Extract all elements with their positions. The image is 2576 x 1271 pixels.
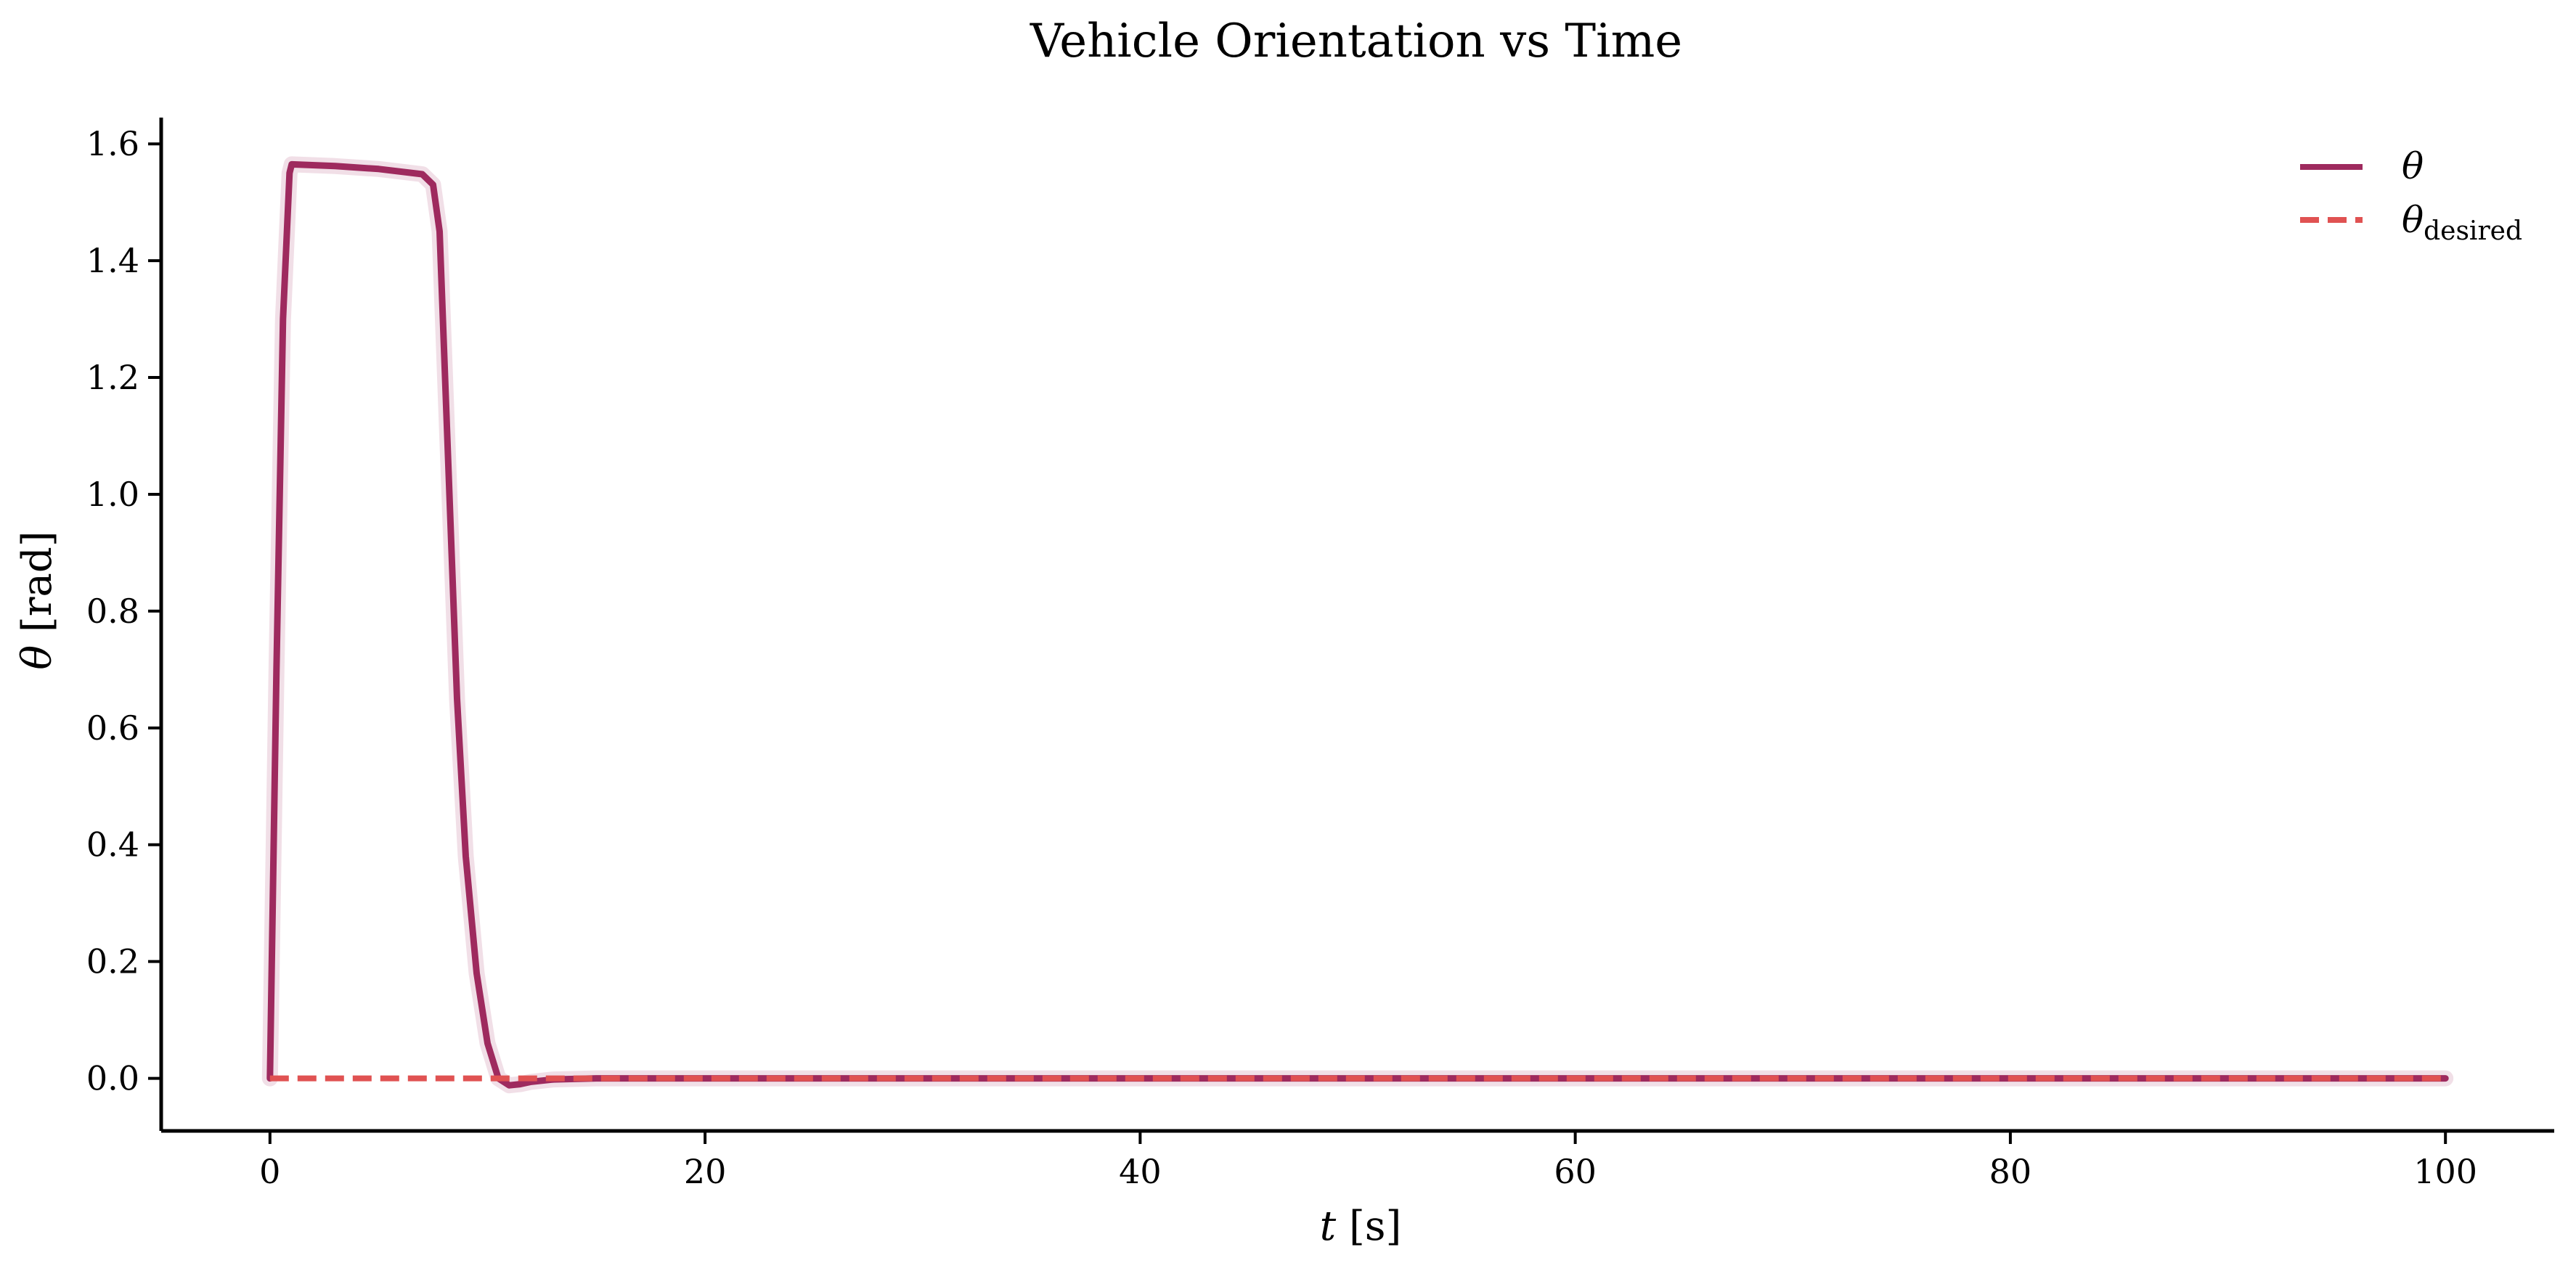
y-tick-label: 0.8 xyxy=(86,592,139,631)
y-axis-label-unit: [rad] xyxy=(14,531,61,645)
x-tick-label: 80 xyxy=(1989,1152,2032,1191)
legend: θ θdesired xyxy=(2300,145,2522,246)
y-tick-label: 0.6 xyxy=(86,708,139,748)
axes xyxy=(159,118,2554,1133)
legend-label-theta-desired-sub: desired xyxy=(2424,216,2522,246)
chart-title: Vehicle Orientation vs Time xyxy=(1030,15,1682,68)
y-tick-label: 1.4 xyxy=(86,241,139,280)
series-theta-line xyxy=(266,160,2449,1089)
x-axis-ticks: 0 20 40 60 80 100 xyxy=(259,1131,2477,1191)
y-tick-label: 1.2 xyxy=(86,358,139,397)
x-tick-label: 0 xyxy=(259,1152,280,1191)
y-tick-label: 0.4 xyxy=(86,825,139,865)
x-axis-label-unit: [s] xyxy=(1336,1203,1401,1250)
y-axis-label-var: θ xyxy=(14,645,61,670)
plot-area xyxy=(261,156,2454,1094)
y-tick-label: 0.0 xyxy=(86,1059,139,1098)
legend-label-theta-desired: θdesired xyxy=(2402,199,2522,246)
x-tick-label: 40 xyxy=(1119,1152,1162,1191)
series-theta-halo xyxy=(261,156,2454,1094)
y-tick-label: 1.0 xyxy=(86,475,139,514)
y-axis-ticks: 0.0 0.2 0.4 0.6 0.8 1.0 1.2 1.4 1.6 xyxy=(86,124,161,1098)
x-axis-label-var: t xyxy=(1320,1203,1337,1250)
x-tick-label: 100 xyxy=(2413,1152,2477,1191)
y-tick-label: 1.6 xyxy=(86,124,139,163)
y-tick-label: 0.2 xyxy=(86,942,139,981)
x-tick-label: 60 xyxy=(1554,1152,1597,1191)
y-axis-label: θ [rad] xyxy=(14,531,61,669)
x-tick-label: 20 xyxy=(684,1152,727,1191)
legend-label-theta: θ xyxy=(2402,145,2424,187)
legend-label-theta-desired-main: θ xyxy=(2402,199,2424,241)
x-axis-label: t [s] xyxy=(1320,1203,1402,1250)
